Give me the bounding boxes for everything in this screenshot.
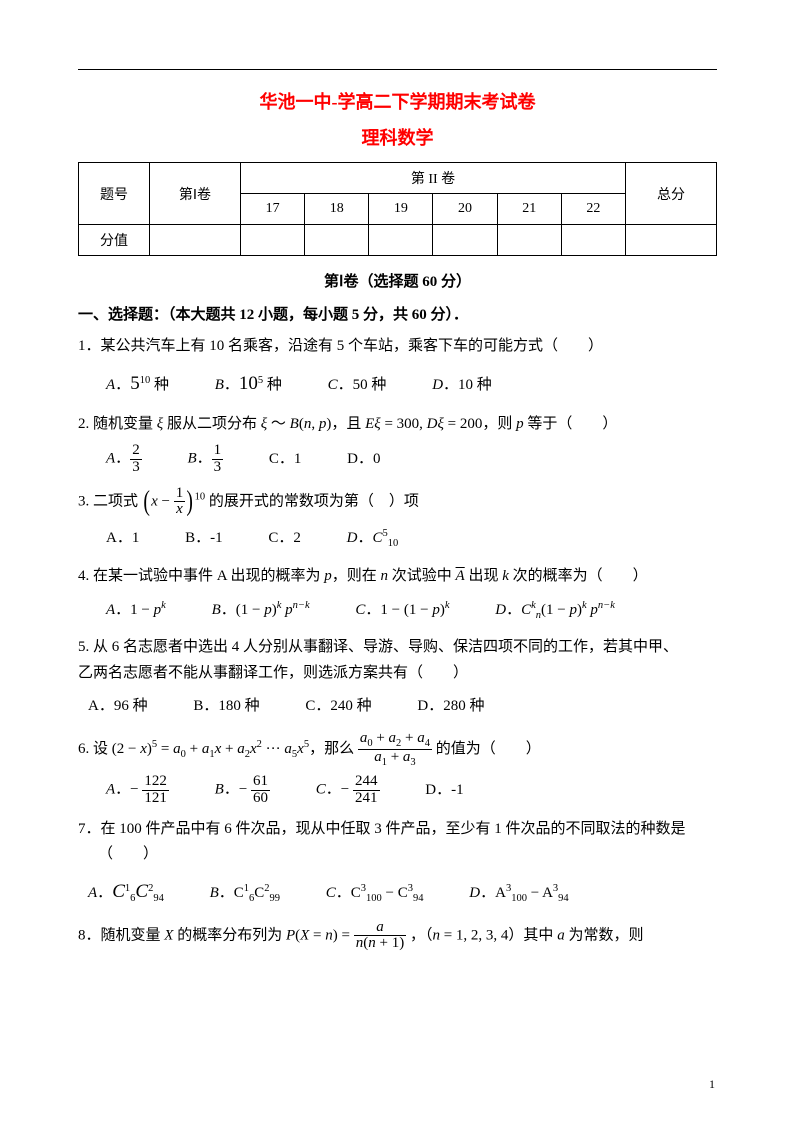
q3-options: A．1 B．-1 C．2 D．C510	[106, 524, 717, 554]
col-18: 18	[305, 194, 369, 225]
q3-opt-b: B．-1	[185, 524, 223, 553]
q5-opt-a: A．96 种	[88, 692, 148, 721]
q1-opt-b: B．105 种	[215, 366, 282, 402]
exam-subtitle: 理科数学	[78, 124, 717, 150]
q2-opt-a: A．23	[106, 443, 142, 476]
question-7-line2: （ ）	[98, 842, 717, 868]
question-5-line2: 乙两名志愿者不能从事翻译工作，则选派方案共有（ ）	[78, 661, 717, 687]
blank-cell	[305, 225, 369, 256]
col-17: 17	[241, 194, 305, 225]
q2-opt-c: C．1	[269, 445, 302, 474]
th-juan1: 第Ⅰ卷	[150, 163, 241, 225]
q5-options: A．96 种 B．180 种 C．240 种 D．280 种	[88, 692, 717, 721]
question-2: 2. 随机变量 ξ 服从二项分布 ξ ～ B(n, p)，且 Eξ = 300,…	[78, 412, 717, 438]
score-table: 题号 第Ⅰ卷 第 II 卷 总分 17 18 19 20 21 22 分值	[78, 162, 717, 256]
q6-opt-d: D．-1	[425, 776, 463, 805]
q6-opt-a: A．− 122121	[106, 774, 169, 807]
q2-opt-d: D．0	[347, 445, 380, 474]
col-22: 22	[561, 194, 625, 225]
top-rule	[78, 69, 717, 70]
q3-opt-d: D．C510	[347, 524, 399, 554]
q4-opt-c: C．1 − (1 − p)k	[355, 596, 449, 625]
q3-text-b: 的展开式的常数项为第（ ）项	[209, 493, 419, 509]
q1-options: A．510 种 B．105 种 C．50 种 D．10 种	[106, 366, 717, 402]
q5-opt-d: D．280 种	[417, 692, 484, 721]
question-3: 3. 二项式 (x − 1x)10 的展开式的常数项为第（ ）项	[78, 486, 717, 519]
question-4: 4. 在某一试验中事件 A 出现的概率为 p，则在 n 次试验中 A 出现 k …	[78, 564, 717, 590]
q5-opt-b: B．180 种	[193, 692, 259, 721]
question-8: 8．随机变量 X 的概率分布列为 P(X = n) = an(n + 1) ，（…	[78, 920, 717, 953]
blank-cell	[241, 225, 305, 256]
q1-opt-d: D．10 种	[432, 371, 492, 400]
q7-opt-d: D．A3100 − A394	[469, 879, 568, 909]
blank-cell	[433, 225, 497, 256]
question-5-line1: 5. 从 6 名志愿者中选出 4 人分别从事翻译、导游、导购、保洁四项不同的工作…	[78, 635, 717, 661]
row-fenzhi: 分值	[79, 225, 150, 256]
question-1: 1．某公共汽车上有 10 名乘客，沿途有 5 个车站，乘客下车的可能方式（ ）	[78, 334, 717, 360]
question-7-line1: 7．在 100 件产品中有 6 件次品，现从中任取 3 件产品，至少有 1 件次…	[78, 817, 717, 843]
blank-cell	[626, 225, 717, 256]
instruction: 一、选择题：（本大题共 12 小题，每小题 5 分，共 60 分）．	[78, 303, 717, 324]
question-6: 6. 设 (2 − x)5 = a0 + a1x + a2x2 ··· a5x5…	[78, 731, 717, 768]
q7-opt-c: C．C3100 − C394	[326, 879, 424, 909]
q1-opt-a: A．510 种	[106, 366, 169, 402]
section-1-header: 第Ⅰ卷（选择题 60 分）	[78, 270, 717, 291]
th-tihao: 题号	[79, 163, 150, 225]
q4-opt-a: A．1 − pk	[106, 596, 166, 625]
q3-text-a: 3. 二项式	[78, 493, 138, 509]
q7-opt-b: B．C16C299	[210, 879, 280, 909]
q3-opt-c: C．2	[268, 524, 301, 553]
q5-opt-c: C．240 种	[305, 692, 371, 721]
th-juan2: 第 II 卷	[241, 163, 626, 194]
blank-cell	[497, 225, 561, 256]
q7-options: A．C16C294 B．C16C299 C．C3100 − C394 D．A31…	[88, 874, 717, 910]
q4-options: A．1 − pk B．(1 − p)k pn−k C．1 − (1 − p)k …	[106, 596, 717, 626]
q6-opt-b: B．− 6160	[215, 774, 270, 807]
th-total: 总分	[626, 163, 717, 225]
q3-opt-a: A．1	[106, 524, 139, 553]
blank-cell	[369, 225, 433, 256]
blank-cell	[150, 225, 241, 256]
q7-opt-a: A．C16C294	[88, 874, 164, 910]
page-number: 1	[709, 1077, 715, 1092]
q4-opt-b: B．(1 − p)k pn−k	[212, 596, 310, 625]
q1-opt-c: C．50 种	[328, 371, 387, 400]
q3-exp: 10	[195, 491, 206, 502]
col-21: 21	[497, 194, 561, 225]
col-20: 20	[433, 194, 497, 225]
q2-opt-b: B．13	[187, 443, 223, 476]
col-19: 19	[369, 194, 433, 225]
blank-cell	[561, 225, 625, 256]
q6-opt-c: C．− 244241	[316, 774, 380, 807]
q6-options: A．− 122121 B．− 6160 C．− 244241 D．-1	[106, 774, 717, 807]
exam-title: 华池一中-学高二下学期期末考试卷	[78, 88, 717, 114]
q4-opt-d: D．Ckn(1 − p)k pn−k	[495, 596, 615, 626]
q2-options: A．23 B．13 C．1 D．0	[106, 443, 717, 476]
